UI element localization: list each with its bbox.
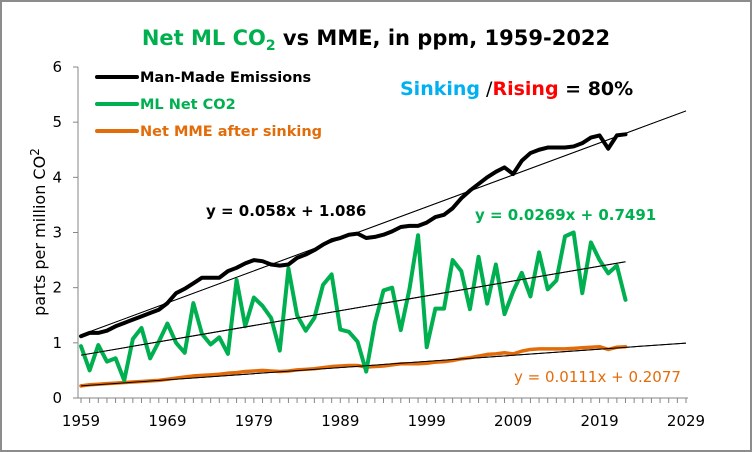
legend-label-net-mme: Net MME after sinking [140,124,322,140]
chart-title: Net ML CO2 vs MME, in ppm, 1959-2022 [142,26,610,54]
y-tick-label: 1 [52,334,62,352]
series-lines [79,110,687,388]
axes: 0 1 2 3 4 5 6 1959 1969 1979 1989 1999 2009 2019 2029 [52,58,705,430]
y-tick-label: 3 [52,224,62,242]
chart-title-subscript: 2 [266,38,276,54]
series-line-man-made-emissions [79,132,628,339]
ratio-value: = 80% [559,78,634,100]
chart-title-part1: Net ML CO [142,26,266,50]
legend: Man-Made Emissions ML Net CO2 Net MME af… [95,70,322,140]
series-line-net-mme-after-sinking [79,344,628,388]
legend-label-mme: Man-Made Emissions [140,70,311,86]
y-tick-label: 6 [52,58,62,76]
x-tick-label: 2019 [580,412,618,430]
y-tick-label: 0 [52,389,62,407]
trendline-overlay-ml-net [80,261,626,356]
y-axis-label-text: parts per million CO [30,156,49,316]
trendline-overlay-net-mme [80,342,687,387]
x-tick-label: 1979 [235,412,273,430]
x-tick-label: 1999 [408,412,446,430]
trendline-equation-net-mme: y = 0.0111x + 0.2077 [514,368,681,386]
trendline-overlay-mme [80,110,687,336]
ratio-annotation: Sinking /Rising = 80% [400,78,633,100]
x-tick-label: 2029 [667,412,705,430]
trendline-equation-mme: y = 0.058x + 1.086 [206,202,366,220]
x-tick-label: 1959 [62,412,100,430]
y-axis-label: parts per million CO2 [28,148,49,316]
chart-title-part2: vs MME, in ppm, 1959-2022 [276,26,611,50]
ratio-sinking: Sinking [400,78,480,100]
x-tick-label: 1989 [321,412,359,430]
trendline-equation-ml-net: y = 0.0269x + 0.7491 [475,206,656,224]
y-tick-label: 5 [52,113,62,131]
y-axis-label-subscript: 2 [28,148,42,156]
ratio-slash: / [480,78,493,100]
ratio-rising: Rising [492,78,558,100]
y-tick-label: 2 [52,279,62,297]
x-tick-label: 1969 [148,412,186,430]
legend-label-ml-net: ML Net CO2 [140,97,236,113]
y-tick-label: 4 [52,168,62,186]
series-line-ml-net-co2 [79,230,628,383]
x-tick-label: 2009 [494,412,532,430]
